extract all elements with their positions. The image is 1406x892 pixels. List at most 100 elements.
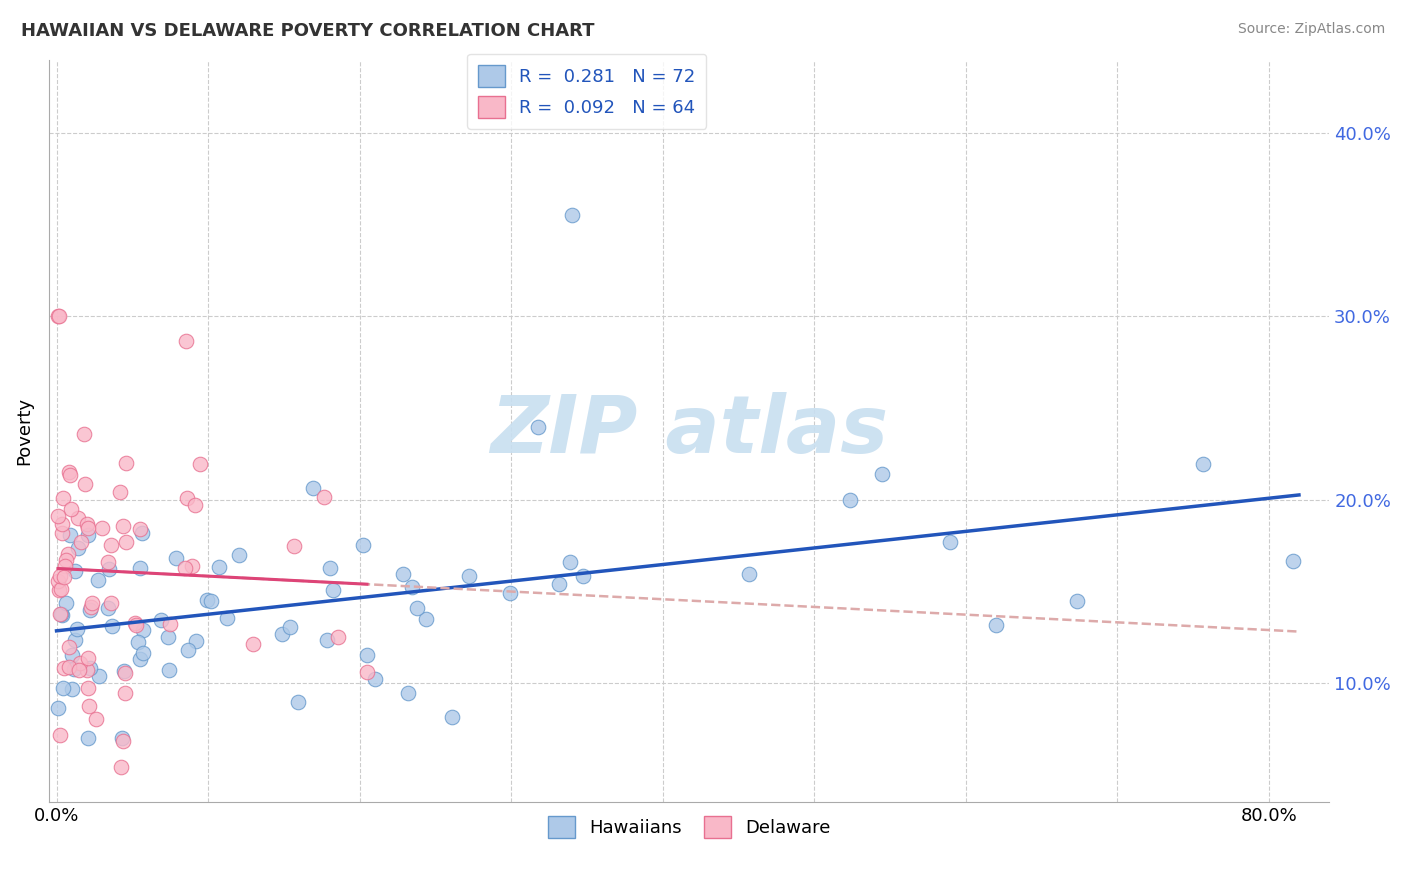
Point [77, 698, 100, 713]
Point [315, 632, 337, 647]
Point [287, 695, 309, 709]
Legend: Hawaiians, Delaware: Hawaiians, Delaware [540, 809, 838, 846]
Point [108, 485, 131, 500]
Point [55, 553, 77, 567]
Point [215, 611, 238, 625]
Point [97, 601, 120, 615]
Point [70, 534, 93, 549]
Point [58, 660, 80, 674]
Point [939, 535, 962, 549]
Point [79, 660, 101, 674]
Point [127, 635, 149, 649]
Point [208, 560, 231, 574]
Point [177, 643, 200, 657]
Point [271, 626, 294, 640]
Point [48, 569, 70, 583]
Point [48, 310, 70, 324]
Point [159, 617, 181, 632]
Point [77, 731, 100, 745]
Point [112, 665, 135, 679]
Point [100, 537, 122, 551]
Point [560, 555, 582, 569]
Point [195, 592, 218, 607]
Point [82, 596, 104, 610]
Point [984, 618, 1007, 632]
Point [46, 509, 69, 524]
Point [396, 686, 419, 700]
Point [67, 541, 90, 555]
Point [457, 569, 479, 583]
Point [49, 607, 72, 621]
Point [392, 566, 415, 581]
Point [49, 607, 72, 621]
Point [176, 491, 198, 505]
Point [401, 580, 423, 594]
Point [527, 419, 550, 434]
Point [51, 517, 73, 532]
Point [58, 640, 80, 655]
Point [97, 555, 120, 569]
Point [58, 468, 80, 483]
Point [69, 656, 91, 670]
Point [302, 481, 325, 495]
Point [73, 477, 96, 491]
Point [55, 596, 77, 610]
Point [498, 585, 520, 599]
Point [561, 209, 583, 223]
Point [59, 528, 82, 542]
Point [441, 710, 464, 724]
Point [114, 686, 136, 700]
Point [165, 551, 187, 566]
Point [79, 603, 101, 617]
Point [319, 561, 342, 575]
Point [60, 502, 83, 516]
Point [571, 569, 593, 583]
Point [278, 620, 301, 634]
Point [125, 618, 148, 632]
Point [46, 574, 69, 588]
Point [184, 498, 207, 512]
Point [364, 673, 387, 687]
Point [63, 632, 86, 647]
Point [415, 612, 437, 626]
Point [547, 577, 569, 591]
Point [66, 622, 89, 636]
Point [62, 662, 84, 676]
Point [129, 652, 152, 666]
Point [314, 491, 336, 505]
Point [67, 663, 90, 677]
Point [180, 558, 202, 573]
Point [131, 623, 153, 637]
Point [174, 334, 197, 348]
Point [1281, 554, 1303, 568]
Point [174, 561, 197, 575]
Text: ZIP atlas: ZIP atlas [491, 392, 889, 470]
Point [1066, 594, 1088, 608]
Point [228, 548, 250, 562]
Point [872, 467, 894, 481]
Point [356, 665, 378, 680]
Point [283, 539, 305, 553]
Point [76, 516, 98, 531]
Point [52, 681, 75, 696]
Point [63, 564, 86, 578]
Point [839, 493, 862, 508]
Point [1192, 457, 1215, 471]
Point [98, 562, 121, 576]
Point [76, 521, 98, 535]
Point [87, 573, 110, 587]
Text: HAWAIIAN VS DELAWARE POVERTY CORRELATION CHART: HAWAIIAN VS DELAWARE POVERTY CORRELATION… [21, 22, 595, 40]
Point [129, 523, 152, 537]
Point [242, 637, 264, 651]
Point [72, 427, 94, 442]
Y-axis label: Poverty: Poverty [15, 397, 32, 465]
Point [738, 567, 761, 582]
Point [60, 648, 83, 663]
Point [352, 538, 374, 552]
Point [58, 465, 80, 479]
Point [91, 521, 114, 535]
Point [58, 547, 80, 561]
Point [49, 582, 72, 597]
Point [48, 701, 70, 715]
Point [76, 663, 98, 677]
